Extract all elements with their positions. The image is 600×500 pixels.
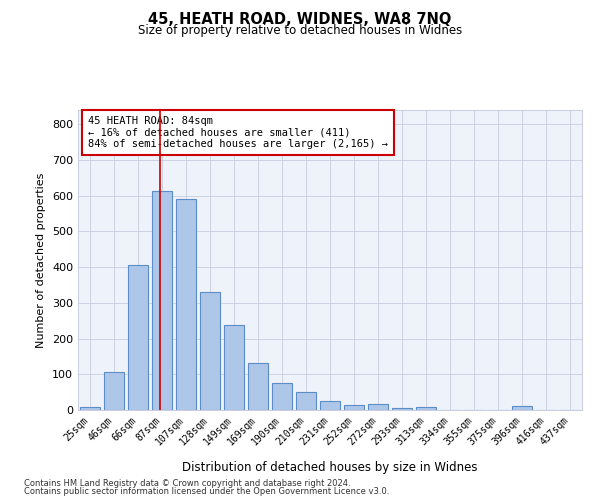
Bar: [368, 404, 388, 410]
Text: Contains HM Land Registry data © Crown copyright and database right 2024.: Contains HM Land Registry data © Crown c…: [24, 478, 350, 488]
Bar: [80, 407, 100, 410]
Bar: [248, 362, 268, 410]
Bar: [344, 405, 364, 410]
X-axis label: Distribution of detached houses by size in Widnes: Distribution of detached houses by size …: [182, 460, 478, 473]
Bar: [392, 408, 412, 410]
Text: 45 HEATH ROAD: 84sqm
← 16% of detached houses are smaller (411)
84% of semi-deta: 45 HEATH ROAD: 84sqm ← 16% of detached h…: [88, 116, 388, 149]
Text: 45, HEATH ROAD, WIDNES, WA8 7NQ: 45, HEATH ROAD, WIDNES, WA8 7NQ: [148, 12, 452, 28]
Y-axis label: Number of detached properties: Number of detached properties: [37, 172, 46, 348]
Bar: [224, 325, 244, 410]
Bar: [272, 382, 292, 410]
Text: Size of property relative to detached houses in Widnes: Size of property relative to detached ho…: [138, 24, 462, 37]
Bar: [200, 292, 220, 410]
Bar: [512, 406, 532, 410]
Bar: [104, 372, 124, 410]
Bar: [320, 400, 340, 410]
Text: Contains public sector information licensed under the Open Government Licence v3: Contains public sector information licen…: [24, 487, 389, 496]
Bar: [176, 198, 196, 410]
Bar: [128, 266, 148, 410]
Bar: [152, 192, 172, 410]
Bar: [416, 407, 436, 410]
Bar: [296, 392, 316, 410]
